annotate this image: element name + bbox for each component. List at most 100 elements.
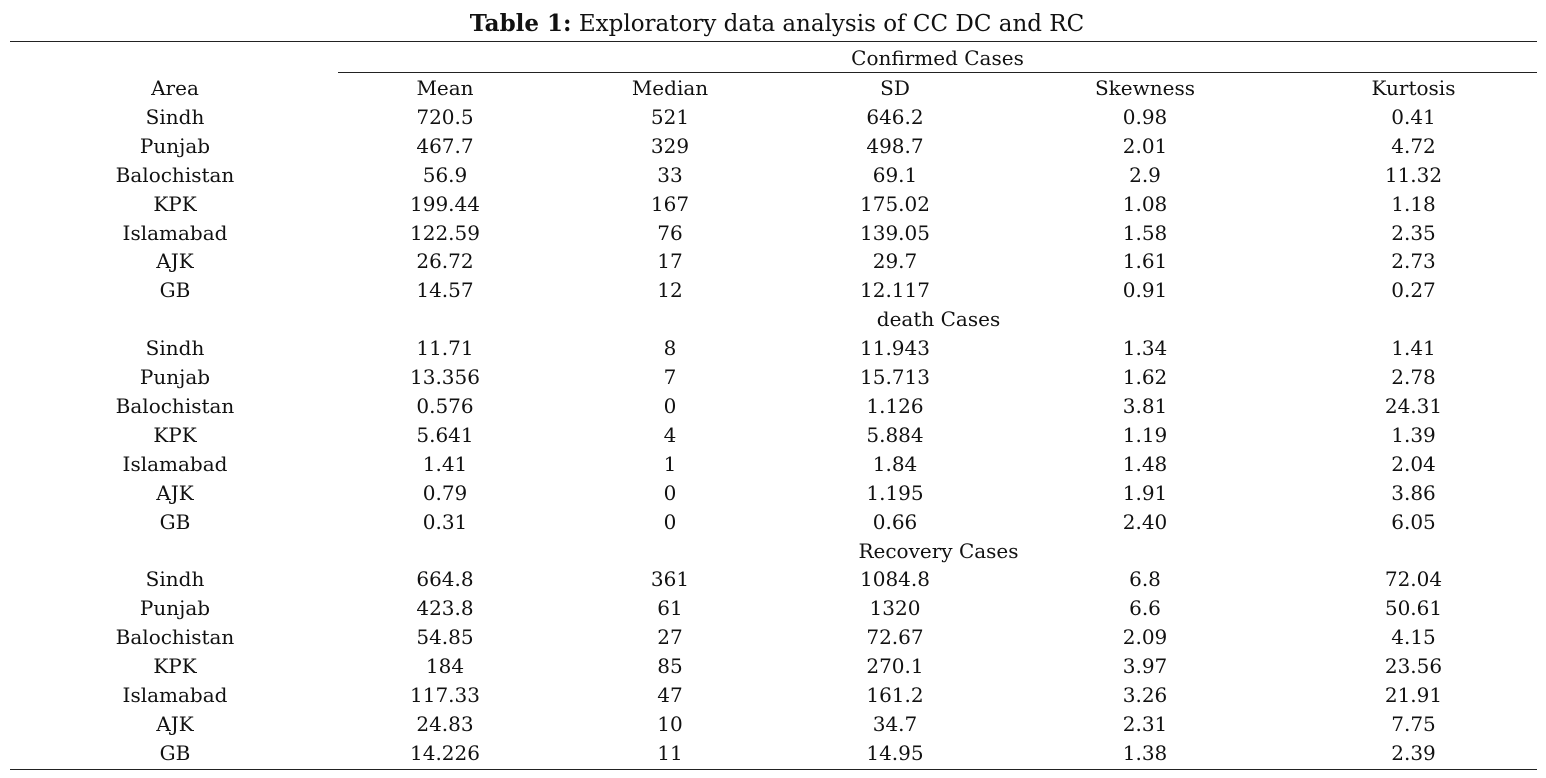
group-title-confirmed-cases: Confirmed Cases (851, 46, 1024, 70)
cell-kurtosis: 4.72 (1391, 133, 1436, 158)
cell-mean: 26.72 (416, 249, 474, 274)
table-row: Islamabad 1.41 1 1.84 1.48 2.04 (10, 450, 1537, 479)
cell-sd: 646.2 (866, 104, 924, 129)
table-row: Sindh 720.5 521 646.2 0.98 0.41 (10, 103, 1537, 132)
table-row: AJK 26.72 17 29.7 1.61 2.73 (10, 247, 1537, 276)
cell-median: 329 (650, 133, 690, 158)
table-row: GB 0.31 0 0.66 2.40 6.05 (10, 508, 1537, 537)
cell-mean: 56.9 (422, 162, 468, 187)
table-row: KPK 199.44 167 175.02 1.08 1.18 (10, 190, 1537, 219)
cell-sd: 1.84 (872, 451, 918, 476)
cell-kurtosis: 2.39 (1391, 740, 1436, 765)
cell-area: Punjab (139, 133, 211, 158)
cell-area: Balochistan (115, 393, 235, 418)
cell-kurtosis: 1.41 (1391, 336, 1436, 361)
table-row: Punjab 467.7 329 498.7 2.01 4.72 (10, 132, 1537, 161)
cell-skewness: 6.6 (1129, 596, 1161, 621)
table-row: Balochistan 54.85 27 72.67 2.09 4.15 (10, 623, 1537, 652)
cell-kurtosis: 3.86 (1391, 480, 1436, 505)
cell-sd: 14.95 (866, 740, 924, 765)
cell-median: 76 (657, 220, 683, 245)
cell-area: Balochistan (115, 162, 235, 187)
cell-skewness: 1.91 (1122, 480, 1168, 505)
cell-kurtosis: 50.61 (1384, 596, 1443, 621)
cell-median: 0 (663, 393, 677, 418)
cell-median: 33 (657, 162, 683, 187)
cell-median: 7 (663, 365, 677, 390)
cell-area: AJK (156, 711, 194, 736)
cell-mean: 11.71 (416, 336, 474, 361)
table-row: Punjab 423.8 61 1320 6.6 50.61 (10, 594, 1537, 623)
cell-skewness: 1.34 (1122, 336, 1168, 361)
cell-skewness: 2.40 (1122, 509, 1168, 534)
col-header-skewness: Skewness (1094, 76, 1196, 100)
cell-median: 85 (657, 654, 683, 679)
cell-sd: 11.943 (860, 336, 930, 361)
cell-sd: 498.7 (866, 133, 924, 158)
cell-median: 1 (663, 451, 677, 476)
cell-kurtosis: 11.32 (1384, 162, 1443, 187)
cell-kurtosis: 2.73 (1391, 249, 1436, 274)
cell-area: Islamabad (122, 451, 228, 476)
cell-skewness: 3.81 (1122, 393, 1168, 418)
cell-area: Punjab (139, 596, 211, 621)
cell-area: Islamabad (122, 683, 228, 708)
cell-skewness: 1.62 (1122, 365, 1168, 390)
cell-mean: 199.44 (410, 191, 480, 216)
stats-table: Area Mean Median SD Skewness Kurtosis Si… (10, 74, 1537, 768)
cell-sd: 1.126 (866, 393, 924, 418)
header-row: Area Mean Median SD Skewness Kurtosis (10, 74, 1537, 103)
cell-area: Sindh (145, 567, 205, 592)
cell-area: Punjab (139, 365, 211, 390)
cell-sd: 1084.8 (860, 567, 930, 592)
table-row: Sindh 664.8 361 1084.8 6.8 72.04 (10, 565, 1537, 594)
cell-sd: 1320 (869, 596, 921, 621)
section-title-row: Recovery Cases (10, 537, 1537, 566)
section-title-spacer (10, 537, 340, 566)
cell-kurtosis: 0.27 (1391, 278, 1436, 303)
cell-mean: 0.31 (422, 509, 468, 534)
table-row: KPK 5.641 4 5.884 1.19 1.39 (10, 421, 1537, 450)
cell-mean: 117.33 (410, 683, 480, 708)
cell-kurtosis: 23.56 (1384, 654, 1443, 679)
table-row: GB 14.57 12 12.117 0.91 0.27 (10, 276, 1537, 305)
cell-kurtosis: 72.04 (1384, 567, 1443, 592)
cell-area: AJK (156, 249, 194, 274)
cell-median: 47 (657, 683, 683, 708)
cell-skewness: 1.19 (1122, 422, 1168, 447)
cell-area: GB (159, 740, 191, 765)
cell-median: 361 (650, 567, 690, 592)
section-title-text: Recovery Cases (858, 538, 1019, 563)
cell-sd: 15.713 (860, 365, 930, 390)
cell-mean: 0.79 (422, 480, 468, 505)
cell-kurtosis: 0.41 (1391, 104, 1436, 129)
cell-area: KPK (153, 191, 197, 216)
cell-skewness: 3.26 (1122, 683, 1168, 708)
cell-mean: 1.41 (422, 451, 468, 476)
cell-skewness: 1.48 (1122, 451, 1168, 476)
cell-sd: 161.2 (866, 683, 924, 708)
col-header-area: Area (151, 76, 199, 100)
top-rule (10, 41, 1537, 42)
section-title: Recovery Cases (340, 537, 1537, 566)
table-row: AJK 0.79 0 1.195 1.91 3.86 (10, 479, 1537, 508)
cell-skewness: 0.91 (1122, 278, 1168, 303)
cell-area: KPK (153, 654, 197, 679)
cell-kurtosis: 24.31 (1384, 393, 1443, 418)
section-title: death Cases (340, 305, 1537, 334)
cell-mean: 54.85 (416, 625, 474, 650)
cell-skewness: 3.97 (1122, 654, 1168, 679)
cell-area: GB (159, 509, 191, 534)
cell-skewness: 1.61 (1122, 249, 1168, 274)
table-row: Sindh 11.71 8 11.943 1.34 1.41 (10, 334, 1537, 363)
cell-sd: 139.05 (860, 220, 930, 245)
cell-sd: 69.1 (872, 162, 918, 187)
cell-kurtosis: 1.18 (1391, 191, 1436, 216)
cell-median: 0 (663, 480, 677, 505)
table-row: Balochistan 0.576 0 1.126 3.81 24.31 (10, 392, 1537, 421)
cell-area: Sindh (145, 104, 205, 129)
cell-area: Balochistan (115, 625, 235, 650)
cell-skewness: 2.01 (1122, 133, 1168, 158)
cell-median: 61 (657, 596, 683, 621)
col-header-sd: SD (880, 76, 910, 100)
